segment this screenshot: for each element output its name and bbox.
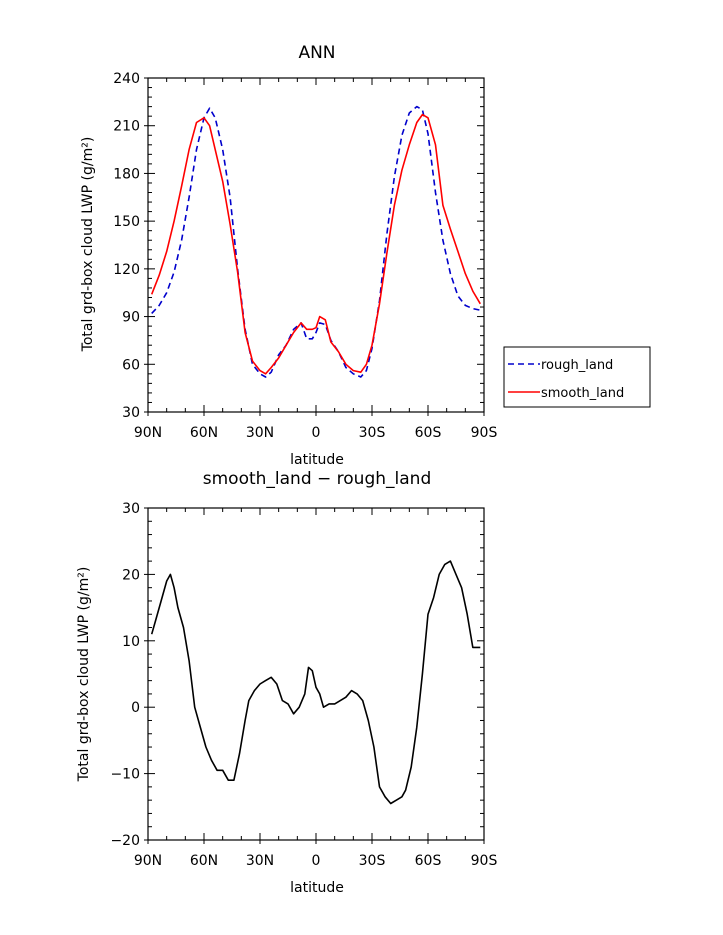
top-chart-frame [147,77,485,413]
bottom-chart-plot-area [150,560,481,805]
top-chart-y-axis-label: Total grd-box cloud LWP (g/m²) [80,137,96,353]
top-chart: ANN 30 60 90 120 150 180 210 240 90N 60N 30N 0 30S 60… [80,43,651,468]
bottom-chart: smooth_land − rough_land −20 −10 0 10 20 30 90… [76,469,497,896]
bottom-chart-y-tick-label: −10 [110,767,140,783]
top-chart-y-tick-label: 180 [113,166,140,182]
bottom-chart-x-tick-label: 30S [359,853,386,869]
bottom-chart-y-tick-label: 20 [122,567,140,583]
bottom-chart-y-tick-label: 10 [122,634,140,650]
bottom-chart-y-tick-label: −20 [110,833,140,849]
bottom-chart-y-tick-label: 30 [122,501,140,517]
top-chart-series-line-smooth-land [150,113,481,375]
legend-box [503,346,651,408]
top-chart-x-tick-label: 30S [359,425,386,441]
top-chart-y-tick-label: 240 [113,71,140,87]
top-chart-y-tick-label: 90 [122,310,140,326]
top-chart-y-tick-label: 150 [113,214,140,230]
top-chart-y-tick-label: 60 [122,357,140,373]
top-chart-x-tick-label: 90N [134,425,162,441]
top-chart-y-tick-label: 30 [122,405,140,421]
bottom-chart-x-tick-label: 60N [190,853,218,869]
top-chart-plot-area [150,105,481,378]
top-chart-x-tick-label: 60S [415,425,442,441]
top-chart-x-tick-label: 0 [312,425,321,441]
top-chart-y-tick-label: 120 [113,262,140,278]
top-chart-series-line-rough-land [151,105,481,378]
bottom-chart-x-tick-label: 0 [312,853,321,869]
bottom-chart-x-tick-label: 90S [471,853,498,869]
legend-label-smooth-land: smooth_land [541,386,624,401]
bottom-chart-axes: −20 −10 0 10 20 30 90N 60N 30N 0 30S 60S 90S [110,501,497,869]
bottom-chart-x-tick-label: 60S [415,853,442,869]
top-chart-y-tick-label: 210 [113,119,140,135]
bottom-chart-x-axis-label: latitude [290,880,344,896]
legend-label-rough-land: rough_land [541,358,613,373]
top-chart-title: ANN [298,43,335,63]
top-chart-x-tick-label: 90S [471,425,498,441]
bottom-chart-x-tick-label: 90N [134,853,162,869]
bottom-chart-title: smooth_land − rough_land [203,469,431,489]
bottom-chart-y-axis-label: Total grd-box cloud LWP (g/m²) [76,567,92,783]
top-chart-axes: 30 60 90 120 150 180 210 240 90N 60N 30N 0 30S 60S 90S [113,71,497,441]
bottom-chart-x-tick-label: 30N [246,853,274,869]
bottom-chart-series-line-difference [150,560,481,805]
top-chart-x-tick-label: 30N [246,425,274,441]
bottom-chart-y-tick-label: 0 [131,700,140,716]
top-chart-legend: rough_land smooth_land [503,346,651,408]
top-chart-x-axis-label: latitude [290,452,344,468]
bottom-chart-frame [147,507,485,841]
top-chart-x-tick-label: 60N [190,425,218,441]
